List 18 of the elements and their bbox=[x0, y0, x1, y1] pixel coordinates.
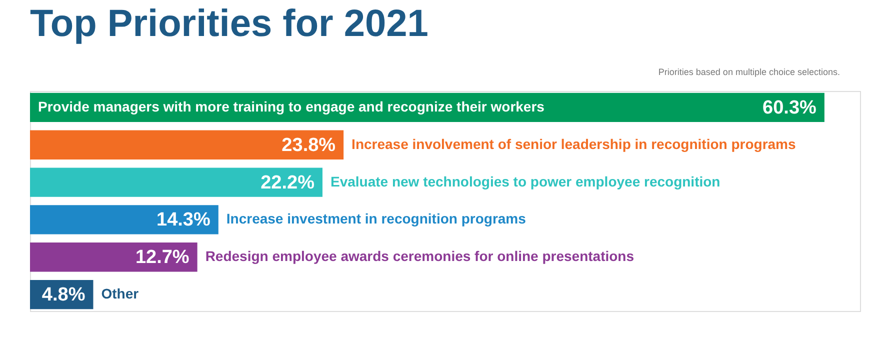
y-tick-label: Provide managers with more training to engage and recognize their workers bbox=[38, 98, 545, 114]
y-tick-label: Increase investment in recognition programs bbox=[226, 210, 526, 227]
y-tick-label: Redesign employee awards ceremonies for online presentations bbox=[205, 248, 634, 264]
text: Priorities based on multiple choice selections. bbox=[658, 67, 840, 77]
chart-title: Top Priorities for 2021 bbox=[30, 3, 428, 45]
bar bbox=[30, 242, 198, 272]
bar bbox=[30, 130, 344, 160]
bar bbox=[30, 205, 218, 234]
data-label: 14.3% bbox=[156, 210, 210, 231]
y-tick-label: Other bbox=[101, 286, 140, 302]
data-label: 60.3% bbox=[762, 97, 817, 118]
y-tick-label: Increase involvement of senior leadership in recognition programs bbox=[352, 136, 796, 152]
data-label: 23.8% bbox=[282, 134, 336, 156]
data-label: 22.2% bbox=[260, 172, 315, 194]
data-label: 4.8% bbox=[42, 284, 86, 306]
bar bbox=[30, 168, 322, 197]
data-label: 12.7% bbox=[135, 247, 190, 268]
y-tick-label: Evaluate new technologies to power employee recognition bbox=[330, 173, 720, 190]
